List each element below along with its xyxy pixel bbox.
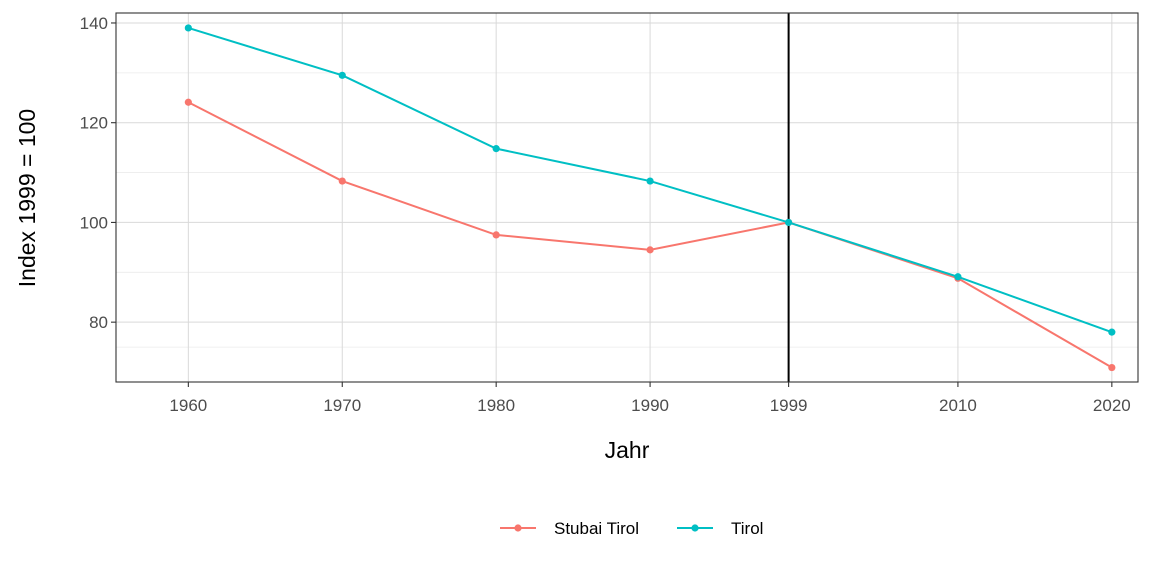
data-point <box>954 273 962 281</box>
y-tick-label: 120 <box>80 114 108 133</box>
data-point <box>646 246 654 254</box>
data-point <box>338 71 346 79</box>
y-tick-label: 80 <box>89 313 108 332</box>
x-tick-label: 2020 <box>1093 396 1131 415</box>
data-point <box>492 145 500 153</box>
legend-item: Tirol <box>677 519 763 538</box>
y-tick-label: 140 <box>80 14 108 33</box>
data-point <box>492 231 500 239</box>
legend: Stubai Tirol Tirol <box>500 519 763 538</box>
x-axis-title: Jahr <box>605 437 650 463</box>
data-point <box>338 177 346 185</box>
grid <box>116 13 1138 382</box>
data-point <box>184 98 192 106</box>
legend-label: Stubai Tirol <box>554 519 639 538</box>
x-tick-label: 1970 <box>323 396 361 415</box>
legend-key-point <box>691 524 699 532</box>
series-layer <box>184 24 1116 372</box>
x-tick-label: 1980 <box>477 396 515 415</box>
data-point <box>1108 328 1116 336</box>
legend-item: Stubai Tirol <box>500 519 639 538</box>
series-tirol <box>184 24 1116 336</box>
legend-label: Tirol <box>731 519 763 538</box>
panel-border <box>115 12 1139 383</box>
x-tick-label: 1999 <box>770 396 808 415</box>
data-point <box>1108 363 1116 372</box>
x-tick-label: 1960 <box>169 396 207 415</box>
y-axis-title: Index 1999 = 100 <box>14 109 40 287</box>
axes: 80 100 120 140 1960 1970 1980 1990 1999 2010 2020 <box>80 14 1131 415</box>
data-point <box>184 24 192 32</box>
data-point <box>646 177 654 185</box>
x-tick-label: 1990 <box>631 396 669 415</box>
y-tick-label: 100 <box>80 213 108 232</box>
data-point <box>785 218 793 227</box>
x-tick-label: 2010 <box>939 396 977 415</box>
legend-key-point <box>514 524 522 532</box>
